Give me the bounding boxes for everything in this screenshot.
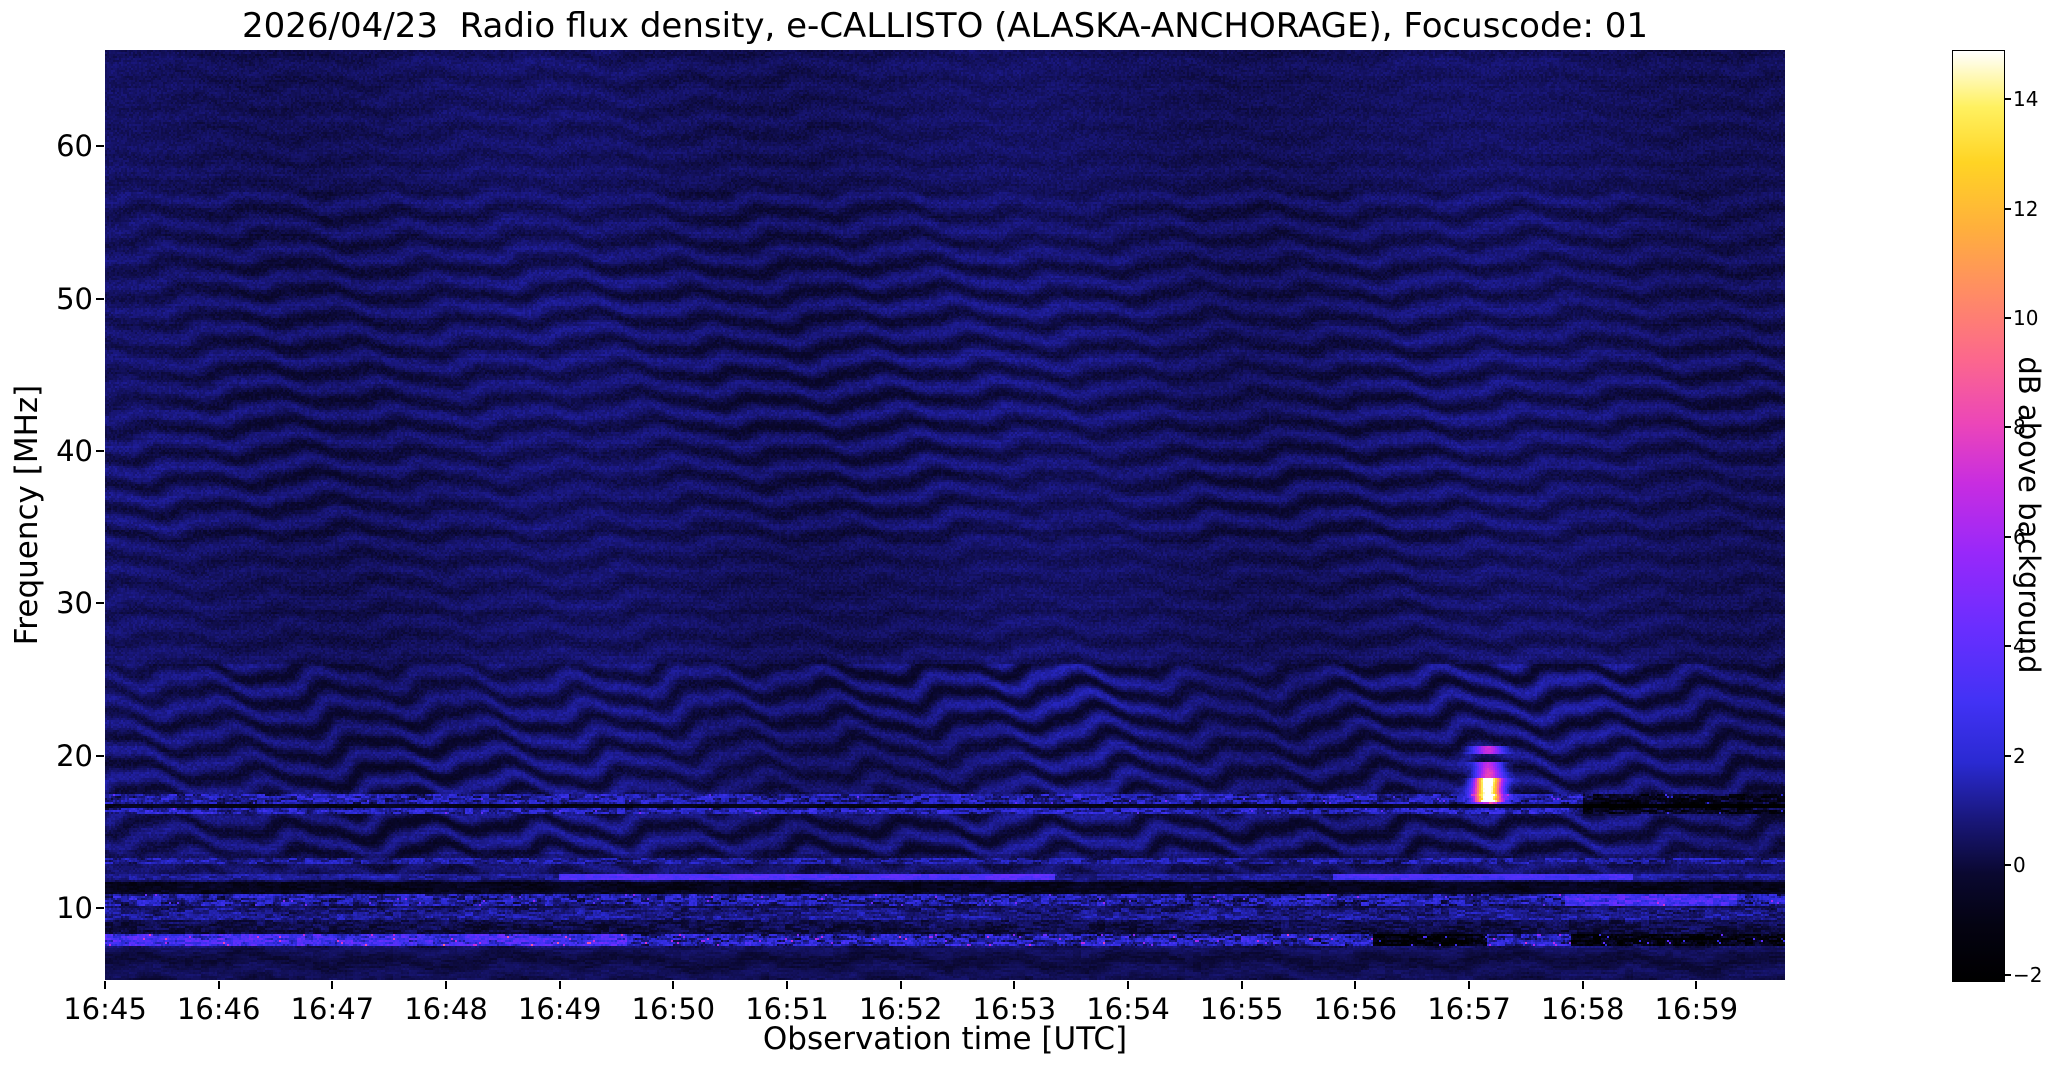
colorbar-tick-mark — [2004, 645, 2011, 648]
x-tick-mark — [1240, 981, 1243, 989]
y-tick-label: 30 — [56, 586, 93, 621]
x-tick-label: 16:57 — [1427, 992, 1511, 1026]
y-tick-label: 60 — [56, 129, 93, 164]
x-tick-mark — [104, 981, 106, 989]
y-tick-label: 40 — [56, 433, 93, 468]
y-tick-mark — [96, 602, 104, 605]
colorbar-tick-label: 10 — [2013, 306, 2039, 331]
x-tick-mark — [1695, 981, 1698, 989]
colorbar-tick-label: −2 — [2013, 962, 2043, 987]
y-tick-label: 20 — [56, 738, 93, 773]
x-tick-mark — [899, 981, 902, 989]
x-tick-mark — [1013, 981, 1016, 989]
colorbar-tick-label: 14 — [2013, 87, 2039, 112]
x-tick-label: 16:59 — [1654, 992, 1739, 1026]
x-tick-label: 16:53 — [972, 992, 1057, 1026]
colorbar-label: dB above background — [2012, 356, 2046, 674]
colorbar-tick-label: 6 — [2013, 524, 2026, 549]
x-axis-label: Observation time [UTC] — [762, 1021, 1128, 1057]
colorbar-gradient — [1952, 50, 2005, 982]
y-tick-label: 50 — [56, 281, 93, 316]
y-tick-mark — [96, 145, 104, 148]
x-tick-mark — [1581, 981, 1584, 989]
x-tick-label: 16:52 — [858, 992, 943, 1026]
spectrogram-canvas — [105, 50, 1785, 980]
x-tick-label: 16:46 — [176, 992, 261, 1026]
colorbar-tick-label: 0 — [2013, 853, 2026, 878]
x-tick-mark — [558, 981, 561, 989]
colorbar-tick-mark — [2004, 535, 2011, 538]
x-tick-mark — [1468, 981, 1470, 989]
x-tick-label: 16:48 — [404, 992, 488, 1026]
colorbar-tick-label: 12 — [2013, 196, 2039, 221]
colorbar-tick-mark — [2004, 754, 2011, 757]
x-tick-label: 16:51 — [745, 992, 829, 1026]
x-tick-label: 16:45 — [63, 992, 147, 1026]
colorbar-tick-mark — [2004, 973, 2011, 976]
x-tick-label: 16:47 — [290, 992, 375, 1026]
y-tick-label: 10 — [56, 891, 93, 926]
colorbar-tick-label: 8 — [2013, 415, 2026, 440]
y-tick-mark — [96, 754, 104, 757]
x-tick-mark — [786, 981, 788, 989]
x-tick-mark — [1127, 981, 1129, 989]
x-tick-label: 16:54 — [1086, 992, 1170, 1026]
x-tick-label: 16:58 — [1540, 992, 1625, 1026]
x-tick-label: 16:50 — [631, 992, 716, 1026]
x-tick-mark — [217, 981, 220, 989]
colorbar-tick-mark — [2004, 864, 2011, 867]
colorbar-tick-mark — [2004, 98, 2011, 101]
x-tick-label: 16:55 — [1199, 992, 1284, 1026]
colorbar-tick-label: 2 — [2013, 743, 2026, 768]
colorbar-tick-mark — [2004, 207, 2011, 210]
x-tick-mark — [445, 981, 447, 989]
x-tick-mark — [1354, 981, 1357, 989]
x-tick-mark — [672, 981, 675, 989]
x-tick-label: 16:56 — [1313, 992, 1398, 1026]
y-tick-mark — [96, 297, 104, 300]
y-tick-mark — [96, 449, 104, 452]
colorbar-tick-mark — [2004, 426, 2011, 429]
x-tick-label: 16:49 — [517, 992, 602, 1026]
chart-title: 2026/04/23 Radio flux density, e-CALLIST… — [242, 6, 1648, 46]
y-tick-mark — [96, 907, 104, 910]
colorbar-tick-mark — [2004, 317, 2011, 320]
x-tick-mark — [331, 981, 334, 989]
colorbar-tick-label: 4 — [2013, 634, 2026, 659]
